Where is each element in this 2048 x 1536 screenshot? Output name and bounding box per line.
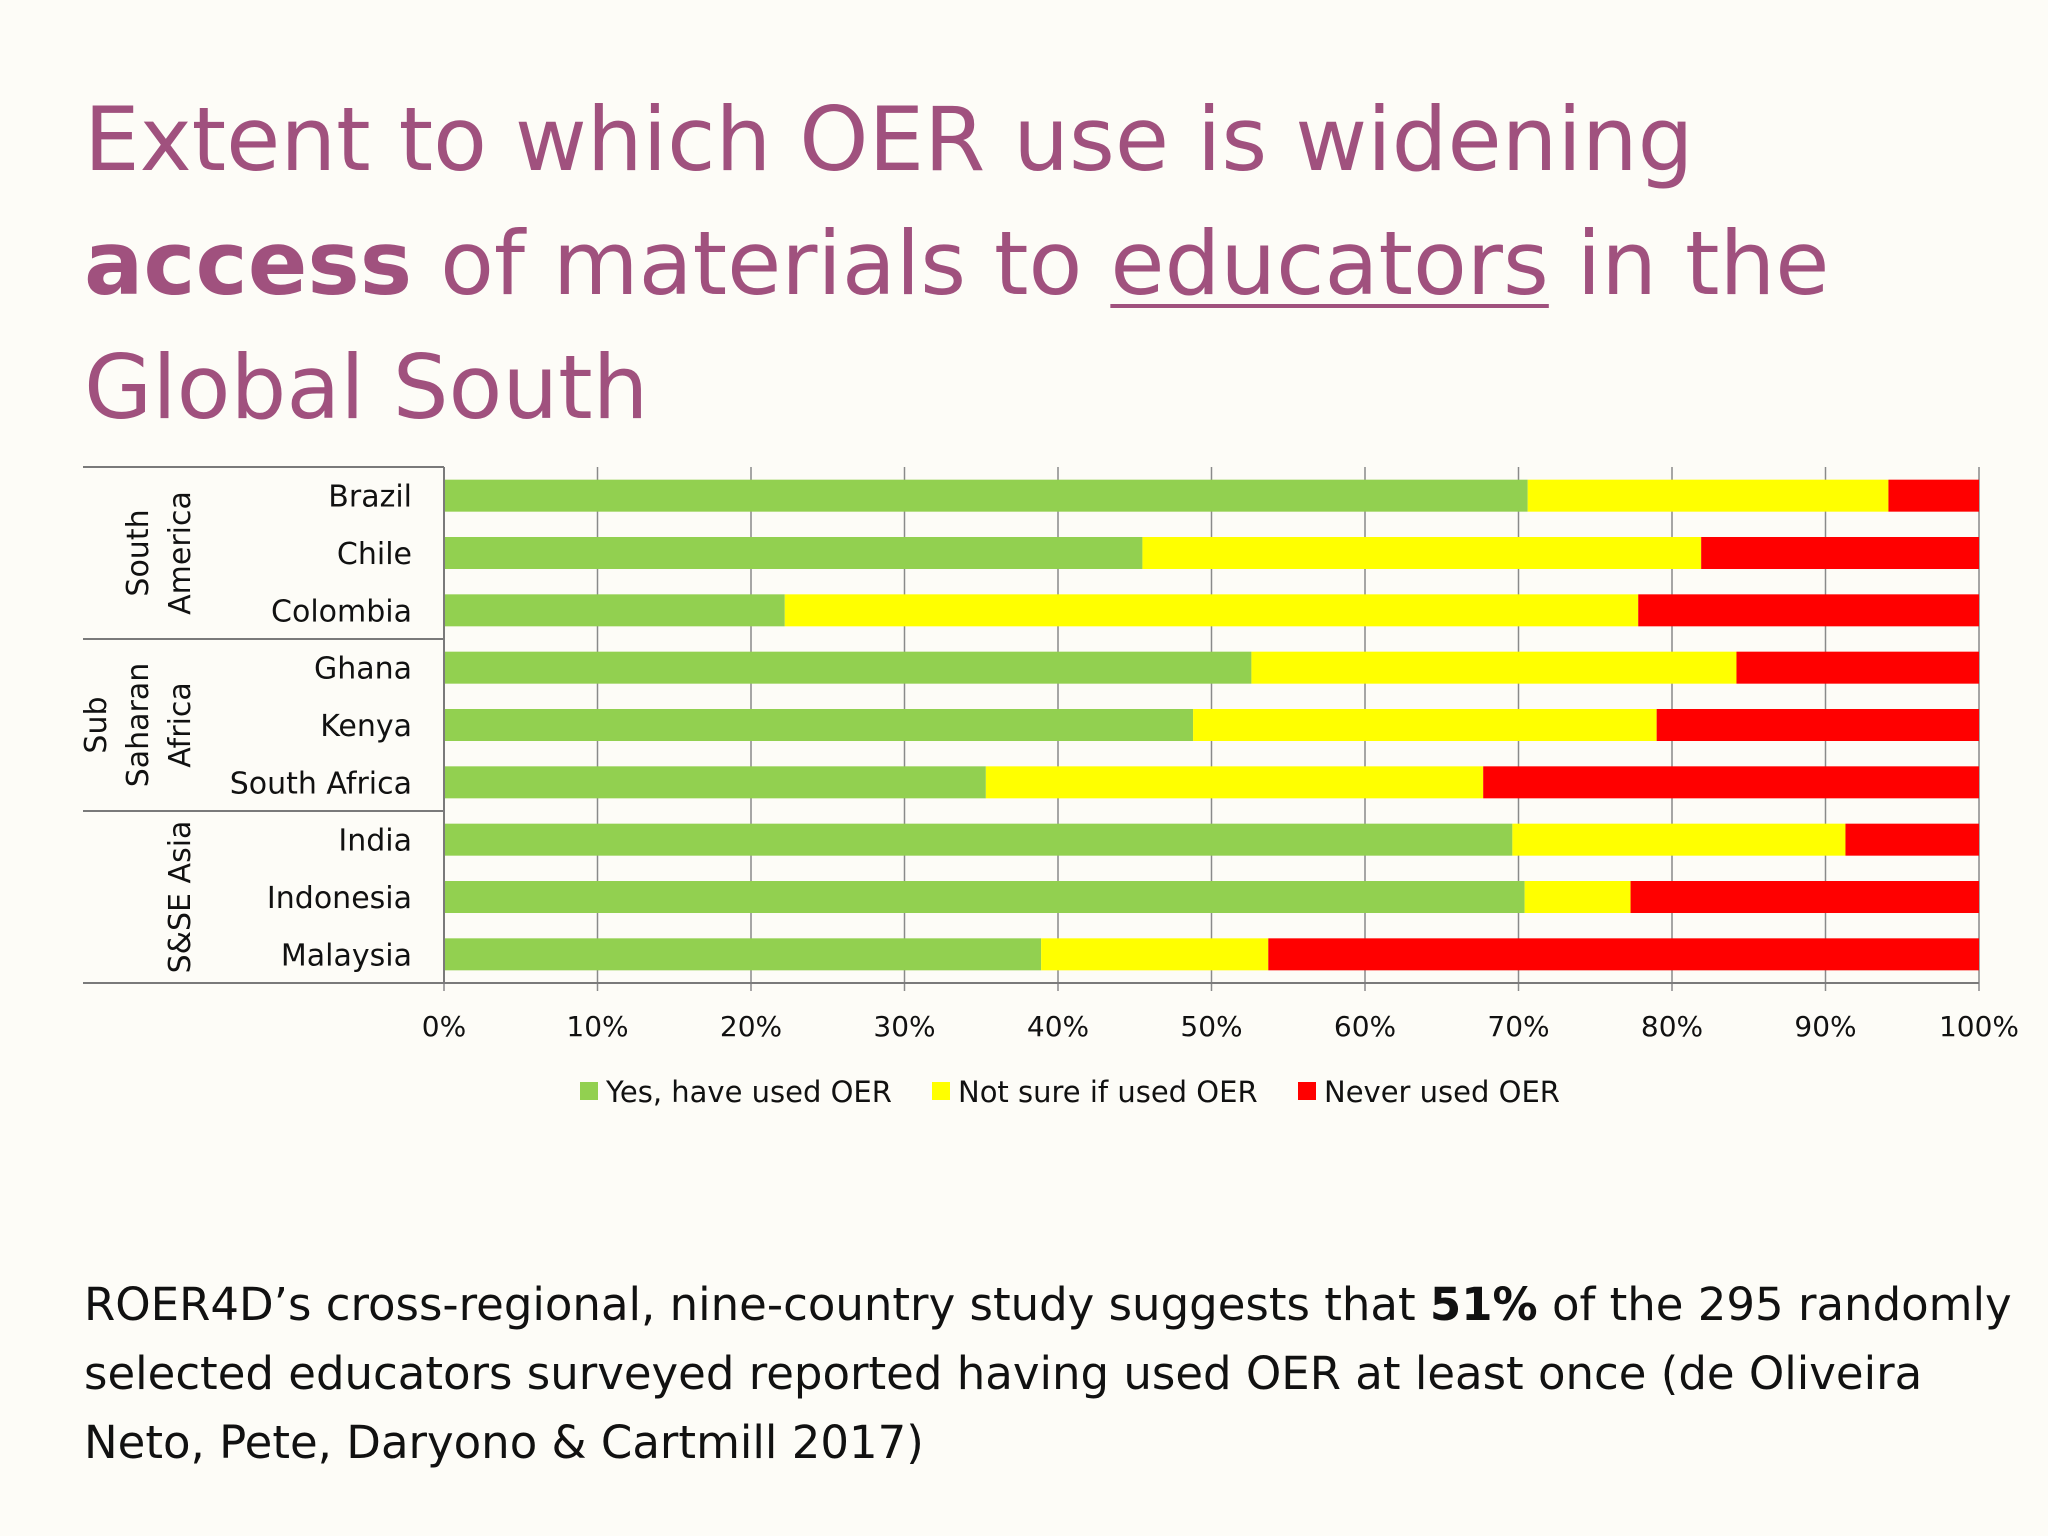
category-label: South Africa xyxy=(230,766,412,801)
legend-swatch xyxy=(932,1082,950,1100)
x-tick-label: 0% xyxy=(422,1010,466,1043)
group-label: America xyxy=(163,491,198,615)
x-tick-label: 50% xyxy=(1180,1010,1242,1043)
group-label: Africa xyxy=(163,682,198,768)
bar-segment xyxy=(1527,479,1889,512)
bar-segment xyxy=(1251,651,1737,684)
legend-swatch xyxy=(1298,1082,1316,1100)
bar-segment xyxy=(444,537,1143,569)
bar-segment xyxy=(1483,766,1979,799)
x-tick-label: 70% xyxy=(1487,1010,1549,1043)
x-tick-label: 60% xyxy=(1334,1010,1396,1043)
bar-segment xyxy=(444,651,1252,684)
title-text: Extent to which OER use is widening xyxy=(84,88,1694,191)
bar-segment xyxy=(444,881,1525,913)
bar-segment xyxy=(1701,537,1979,569)
x-tick-label: 10% xyxy=(566,1010,628,1043)
slide-title: Extent to which OER use is widening acce… xyxy=(84,78,2014,450)
stacked-bar-chart: Brazil Chile Colombia Ghana Kenya South Afric… xyxy=(79,466,2019,1109)
bar-segment xyxy=(784,594,1639,627)
bar-segment xyxy=(1736,651,1979,684)
x-tick-label: 80% xyxy=(1641,1010,1703,1043)
category-label: Ghana xyxy=(314,652,412,687)
legend-label: Yes, have used OER xyxy=(605,1075,892,1109)
bar-segment xyxy=(985,766,1484,799)
caption: ROER4D’s cross-regional, nine-country st… xyxy=(84,1270,2014,1477)
title-emphasis-access: access xyxy=(84,212,413,315)
x-tick-label: 20% xyxy=(720,1010,782,1043)
category-label: Malaysia xyxy=(281,938,412,973)
legend-label: Never used OER xyxy=(1324,1075,1560,1109)
bar-segment xyxy=(1845,823,1979,856)
x-tick-label: 100% xyxy=(1939,1010,2019,1043)
x-tick-label: 90% xyxy=(1794,1010,1856,1043)
legend-label: Not sure if used OER xyxy=(958,1075,1258,1109)
bar-segment xyxy=(1524,881,1631,913)
bar-segment xyxy=(444,709,1194,741)
category-label: Colombia xyxy=(271,594,412,629)
bar-segment xyxy=(444,938,1042,971)
category-label: Indonesia xyxy=(267,881,412,916)
group-label: Saharan xyxy=(121,663,156,788)
category-label: Kenya xyxy=(320,709,412,744)
bar-segment xyxy=(1512,823,1846,856)
title-underline-educators: educators xyxy=(1110,212,1549,315)
bar-segment xyxy=(444,594,785,627)
bar-segment xyxy=(1041,938,1269,971)
category-label: Brazil xyxy=(328,480,412,515)
category-label: India xyxy=(338,824,412,859)
bar-segment xyxy=(1630,881,1979,913)
group-label: Sub xyxy=(79,696,114,753)
group-label: South xyxy=(121,509,156,596)
bar-segment xyxy=(444,823,1513,856)
category-label: Chile xyxy=(337,537,412,572)
group-label: S&SE Asia xyxy=(163,821,198,974)
caption-text: ROER4D’s cross-regional, nine-country st… xyxy=(84,1278,1430,1331)
bar-segment xyxy=(444,479,1528,512)
bar-segment xyxy=(1888,479,1979,512)
bar-segment xyxy=(1656,709,1979,741)
caption-emphasis: 51% xyxy=(1429,1278,1538,1331)
title-text-3: in the Global South xyxy=(84,212,1830,439)
bar-segment xyxy=(1193,709,1657,741)
x-tick-label: 40% xyxy=(1027,1010,1089,1043)
bar-segment xyxy=(1638,594,1979,627)
title-text-2: of materials to xyxy=(412,212,1111,315)
bar-segment xyxy=(1268,938,1979,971)
caption-text-2: of the 295 randomly selected educators s… xyxy=(84,1278,2012,1469)
legend-swatch xyxy=(580,1082,598,1100)
x-tick-label: 30% xyxy=(873,1010,935,1043)
bar-segment xyxy=(444,766,986,799)
bar-segment xyxy=(1142,537,1702,569)
